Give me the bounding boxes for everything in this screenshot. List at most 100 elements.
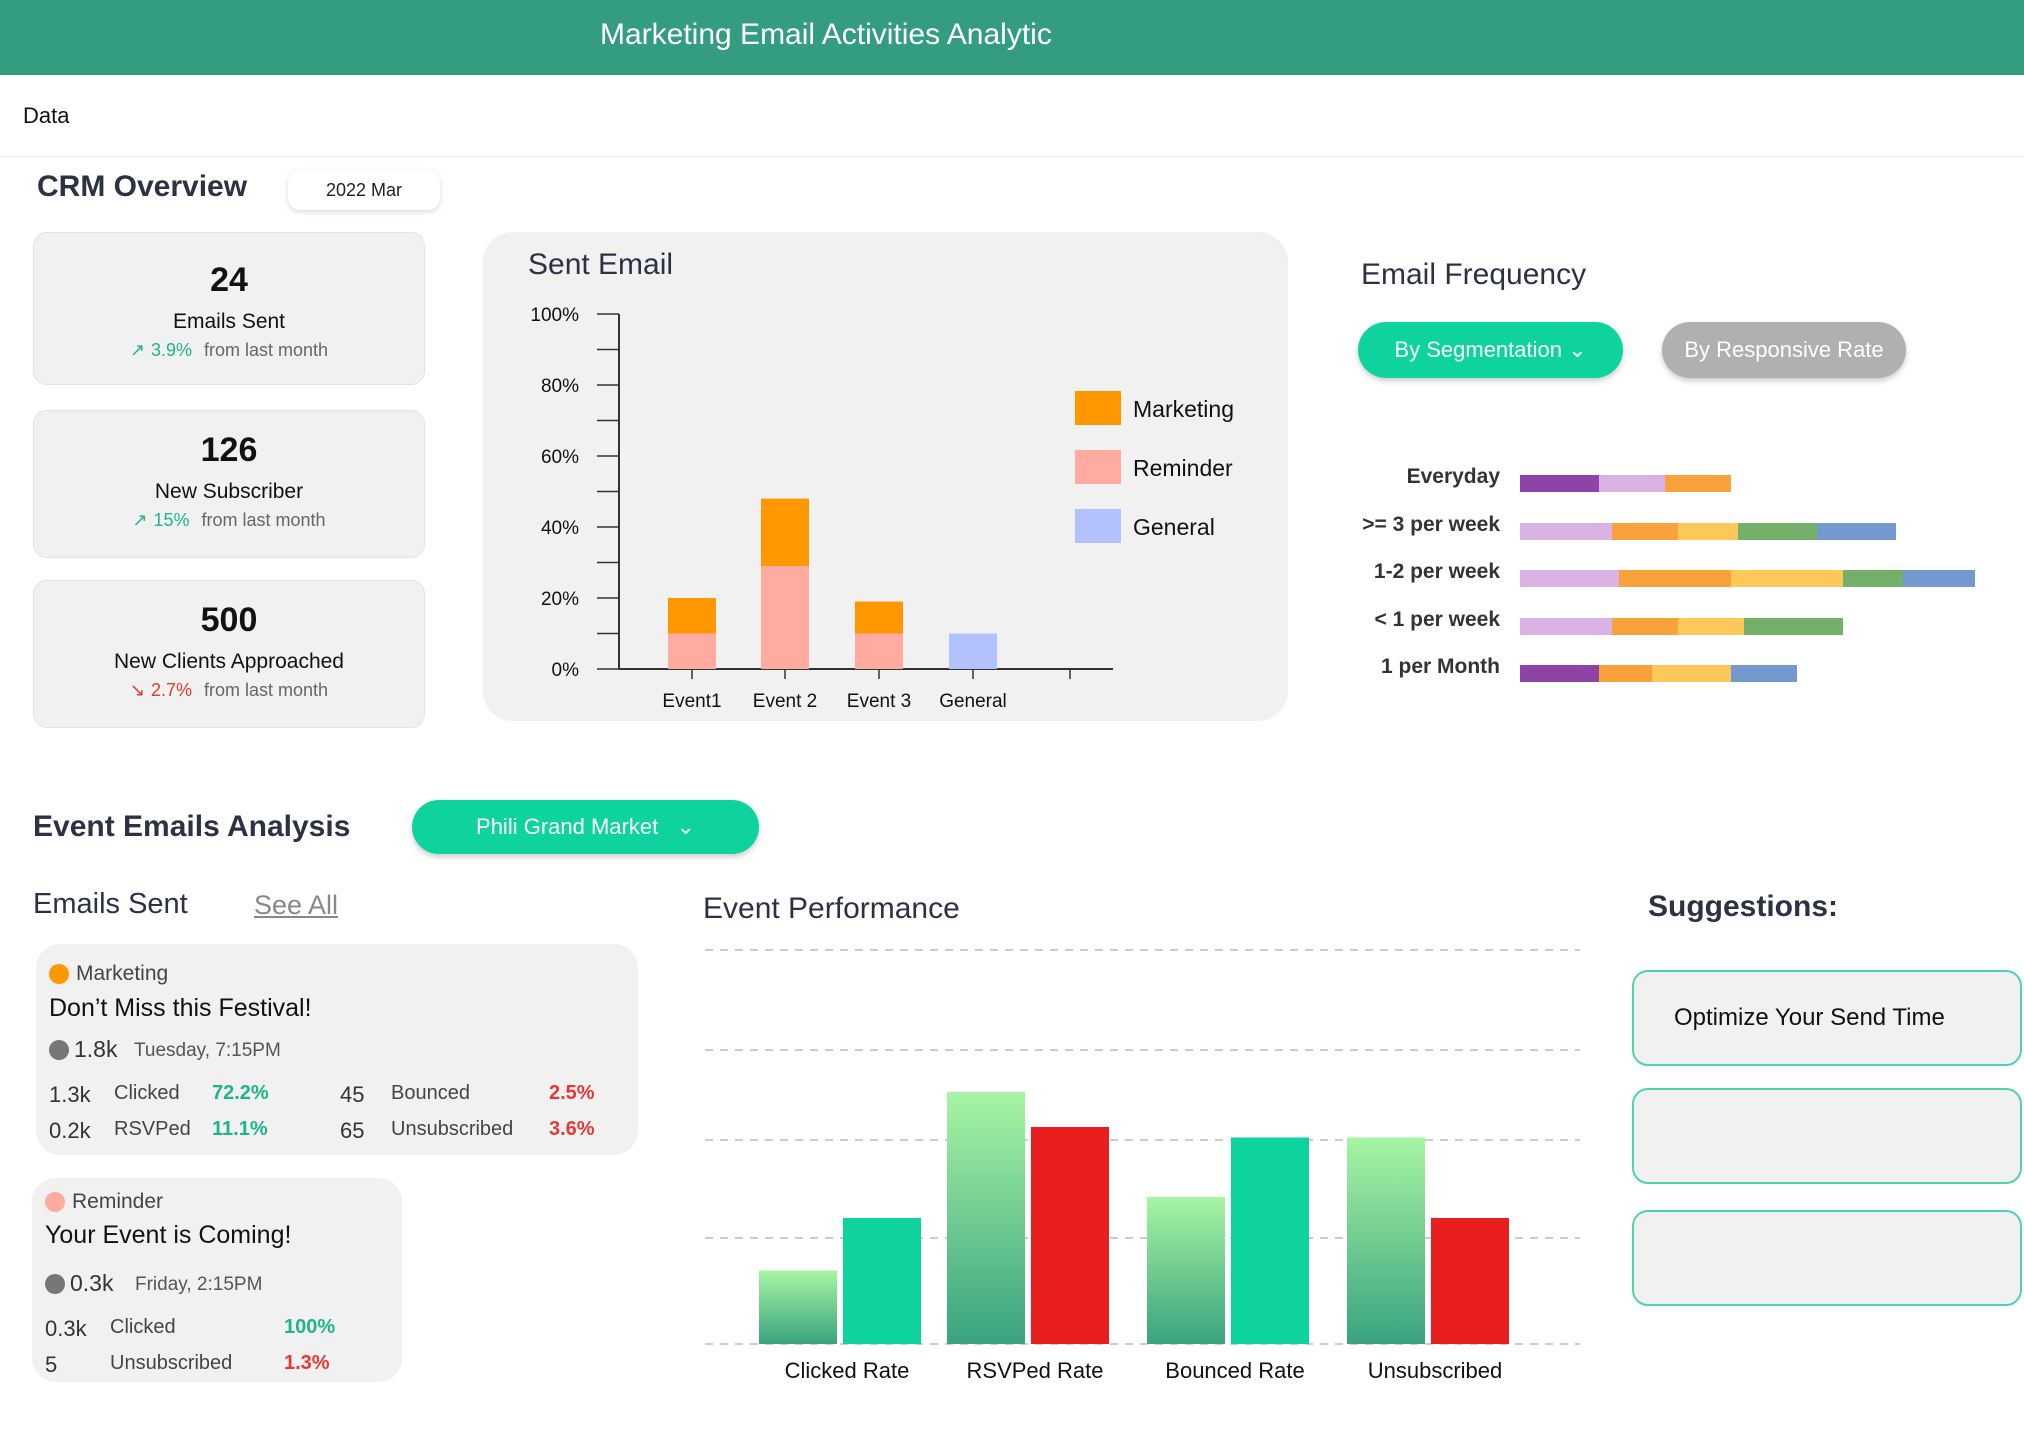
stat-value: 126 [200, 431, 258, 469]
legend-swatch [1075, 450, 1121, 484]
event-performance-chart: Clicked Rate RSVPed Rate Bounced Rate Unsub… [705, 949, 1580, 1383]
bar-reminder [668, 633, 716, 669]
bar-rate-a [759, 1270, 837, 1344]
stat-label: New Subscriber [154, 480, 304, 503]
freq-segment [1612, 618, 1679, 635]
bar-rate-a [1147, 1197, 1225, 1344]
chart-title: Sent Email [528, 248, 673, 281]
chevron-down-icon: ⌄ [1568, 337, 1587, 362]
event-title: Event Emails Analysis [33, 810, 351, 843]
legend-label: Marketing [1133, 396, 1234, 422]
metric-value: 65 [340, 1118, 365, 1143]
metric-pct: 72.2% [212, 1082, 269, 1104]
y-tick-label: 20% [541, 589, 579, 610]
freq-label: 1 per Month [1381, 655, 1500, 678]
user-icon [45, 1274, 65, 1294]
freq-segment [1612, 523, 1679, 540]
sent-email-panel: Sent Email 100% 80% 60% 40% 20% 0% Event1 Event … [483, 232, 1288, 721]
freq-segment [1619, 570, 1732, 587]
y-tick-label: 60% [541, 447, 579, 468]
freq-label: < 1 per week [1374, 608, 1501, 631]
email-card-reminder[interactable]: Reminder Your Event is Coming! 0.3k Frid… [32, 1178, 402, 1382]
suggestion-card-2[interactable] [1632, 1088, 2022, 1184]
stat-pct: 3.9% [151, 340, 193, 360]
freq-label: 1-2 per week [1373, 560, 1500, 583]
freq-label: >= 3 per week [1362, 513, 1500, 536]
data-tab[interactable]: Data [23, 103, 70, 128]
x-tick-label: Event 3 [847, 691, 911, 712]
bar-rate-a [1347, 1137, 1425, 1344]
y-tick-label: 100% [530, 305, 579, 326]
stat-label: Emails Sent [172, 310, 286, 333]
x-tick-label: Event1 [662, 691, 721, 712]
bar-rate-b [1231, 1137, 1309, 1344]
card-tag: Reminder [72, 1190, 164, 1213]
email-card-marketing[interactable]: Marketing Don’t Miss this Festival! 1.8k… [36, 944, 638, 1155]
metric-pct: 1.3% [284, 1352, 330, 1374]
metric-value: 45 [340, 1082, 365, 1107]
stat-value: 500 [200, 601, 258, 639]
stat-card-clients: 500 New Clients Approached ↘ 2.7% from las… [33, 580, 425, 728]
freq-segment [1520, 618, 1613, 635]
freq-segment [1665, 475, 1732, 492]
stat-card-emails: 24 Emails Sent ↗ 3.9% from last month [33, 232, 425, 385]
bar-marketing [855, 601, 903, 634]
card-title: Don’t Miss this Festival! [49, 994, 312, 1022]
metric-label: Clicked [110, 1316, 176, 1338]
freq-segment [1678, 523, 1738, 540]
freq-segment [1843, 570, 1903, 587]
event-select[interactable]: Phili Grand Market ⌄ [412, 800, 759, 854]
stat-value: 24 [210, 261, 248, 299]
suggestions-title: Suggestions: [1648, 890, 1839, 923]
freq-segment [1520, 523, 1613, 540]
freq-segment [1652, 665, 1732, 682]
card-time: Tuesday, 7:15PM [134, 1040, 281, 1061]
freq-segment [1731, 570, 1844, 587]
metric-pct: 3.6% [549, 1118, 595, 1140]
marketing-dot-icon [49, 964, 69, 984]
sub-bar: Data [0, 75, 2024, 157]
freq-segment [1737, 523, 1817, 540]
legend-label: General [1133, 514, 1215, 540]
freq-segment [1817, 523, 1897, 540]
card-count: 0.3k [70, 1270, 114, 1296]
suggestion-card-1[interactable]: Optimize Your Send Time [1632, 970, 2022, 1066]
app-title: Marketing Email Activities Analytic [600, 18, 1052, 51]
stat-from: from last month [201, 510, 326, 530]
card-title: Your Event is Coming! [45, 1221, 292, 1249]
metric-pct: 2.5% [549, 1082, 595, 1104]
responsive-rate-button[interactable]: By Responsive Rate [1662, 322, 1906, 378]
reminder-dot-icon [45, 1192, 65, 1212]
card-count: 1.8k [74, 1036, 118, 1062]
sent-email-chart: Sent Email 100% 80% 60% 40% 20% 0% Event1 Event … [528, 248, 1234, 712]
freq-title: Email Frequency [1361, 258, 1587, 291]
bar-marketing [761, 498, 809, 567]
y-tick-label: 80% [541, 376, 579, 397]
bar-rate-b [843, 1218, 921, 1344]
freq-segment [1520, 570, 1619, 587]
freq-segment [1731, 665, 1798, 682]
stat-pct: 2.7% [151, 680, 193, 700]
bar-marketing [668, 598, 716, 634]
top-bar: Marketing Email Activities Analytic [0, 0, 2024, 75]
freq-segment [1678, 618, 1745, 635]
event-select-label: Phili Grand Market [476, 814, 659, 839]
see-all-link[interactable]: See All [254, 890, 339, 920]
legend-swatch [1075, 509, 1121, 543]
y-tick-label: 0% [552, 660, 580, 681]
card-time: Friday, 2:15PM [135, 1274, 263, 1295]
bar-rate-b [1031, 1127, 1109, 1344]
stat-from: from last month [204, 680, 329, 700]
metric-label: RSVPed [114, 1118, 191, 1140]
crm-title: CRM Overview [37, 170, 248, 203]
segmentation-dropdown[interactable]: By Segmentation ⌄ [1358, 322, 1623, 378]
freq-segment [1744, 618, 1844, 635]
date-picker[interactable]: 2022 Mar [288, 170, 440, 210]
suggestion-card-3[interactable] [1632, 1210, 2022, 1306]
x-tick-label: Event 2 [753, 691, 817, 712]
segmentation-label: By Segmentation [1394, 337, 1562, 362]
stat-pct: 15% [153, 510, 190, 530]
freq-segment [1520, 475, 1600, 492]
bar-rate-a [947, 1092, 1025, 1344]
bar-reminder [855, 633, 903, 669]
